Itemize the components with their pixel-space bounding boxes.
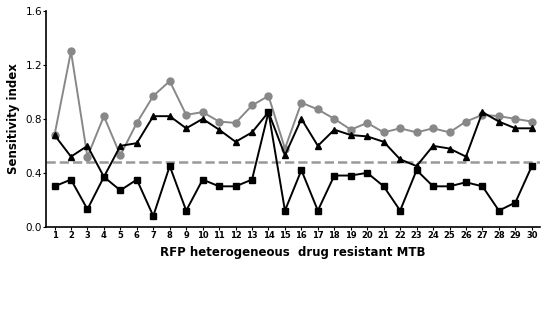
Y-axis label: Sensitivity index: Sensitivity index bbox=[7, 63, 20, 174]
X-axis label: RFP heterogeneous  drug resistant MTB: RFP heterogeneous drug resistant MTB bbox=[160, 245, 426, 259]
